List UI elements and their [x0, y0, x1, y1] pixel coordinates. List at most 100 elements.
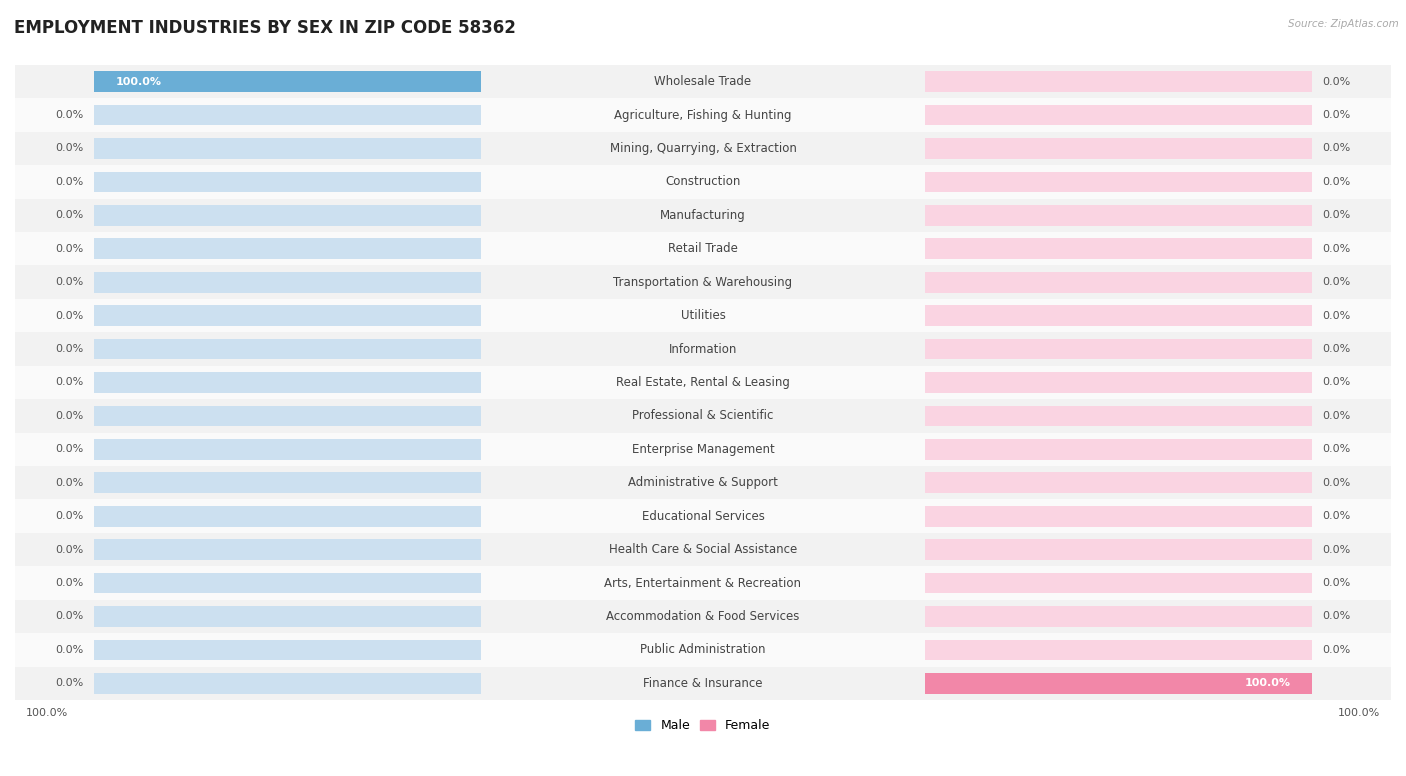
- Text: 0.0%: 0.0%: [1322, 144, 1350, 154]
- Bar: [925, 238, 1312, 259]
- Text: Public Administration: Public Administration: [640, 643, 766, 656]
- Bar: [925, 439, 1312, 459]
- Bar: [94, 372, 481, 393]
- Text: 0.0%: 0.0%: [56, 144, 84, 154]
- Text: 0.0%: 0.0%: [56, 244, 84, 254]
- Text: Educational Services: Educational Services: [641, 510, 765, 523]
- Text: EMPLOYMENT INDUSTRIES BY SEX IN ZIP CODE 58362: EMPLOYMENT INDUSTRIES BY SEX IN ZIP CODE…: [14, 19, 516, 37]
- Bar: [94, 105, 481, 126]
- Bar: [925, 272, 1312, 293]
- Text: Source: ZipAtlas.com: Source: ZipAtlas.com: [1288, 19, 1399, 29]
- Text: 0.0%: 0.0%: [1322, 310, 1350, 320]
- Text: 0.0%: 0.0%: [56, 511, 84, 521]
- Bar: [925, 539, 1312, 560]
- Text: 0.0%: 0.0%: [56, 411, 84, 421]
- Bar: [94, 573, 481, 594]
- Text: 0.0%: 0.0%: [56, 578, 84, 588]
- Bar: [925, 71, 1312, 92]
- Text: 0.0%: 0.0%: [56, 545, 84, 555]
- Bar: [15, 633, 1391, 667]
- Text: 0.0%: 0.0%: [1322, 244, 1350, 254]
- Text: 0.0%: 0.0%: [1322, 511, 1350, 521]
- Text: 0.0%: 0.0%: [56, 177, 84, 187]
- Bar: [15, 365, 1391, 399]
- Text: 0.0%: 0.0%: [1322, 611, 1350, 622]
- Bar: [15, 432, 1391, 466]
- Text: 0.0%: 0.0%: [56, 611, 84, 622]
- Bar: [15, 99, 1391, 132]
- Text: Real Estate, Rental & Leasing: Real Estate, Rental & Leasing: [616, 376, 790, 389]
- Bar: [94, 539, 481, 560]
- Bar: [925, 305, 1312, 326]
- Bar: [15, 165, 1391, 199]
- Bar: [94, 406, 481, 426]
- Text: Administrative & Support: Administrative & Support: [628, 476, 778, 489]
- Bar: [15, 466, 1391, 500]
- Bar: [15, 399, 1391, 432]
- Text: 0.0%: 0.0%: [1322, 177, 1350, 187]
- Bar: [15, 232, 1391, 265]
- Bar: [15, 265, 1391, 299]
- Bar: [94, 272, 481, 293]
- Bar: [15, 132, 1391, 165]
- Bar: [925, 673, 1312, 694]
- Text: Health Care & Social Assistance: Health Care & Social Assistance: [609, 543, 797, 556]
- Text: 0.0%: 0.0%: [56, 445, 84, 454]
- Bar: [925, 105, 1312, 126]
- Bar: [925, 205, 1312, 226]
- Text: 0.0%: 0.0%: [1322, 645, 1350, 655]
- Bar: [15, 667, 1391, 700]
- Text: 0.0%: 0.0%: [56, 344, 84, 354]
- Bar: [925, 372, 1312, 393]
- Text: 100.0%: 100.0%: [1244, 678, 1291, 688]
- Text: 0.0%: 0.0%: [1322, 210, 1350, 220]
- Bar: [15, 600, 1391, 633]
- Bar: [94, 138, 481, 159]
- Text: 0.0%: 0.0%: [56, 478, 84, 488]
- Text: 100.0%: 100.0%: [1339, 708, 1381, 719]
- Text: Arts, Entertainment & Recreation: Arts, Entertainment & Recreation: [605, 577, 801, 590]
- Bar: [15, 533, 1391, 566]
- Text: 0.0%: 0.0%: [1322, 478, 1350, 488]
- Bar: [925, 171, 1312, 192]
- Text: 0.0%: 0.0%: [1322, 344, 1350, 354]
- Text: 0.0%: 0.0%: [1322, 110, 1350, 120]
- Bar: [94, 71, 481, 92]
- Bar: [94, 673, 481, 694]
- Bar: [15, 199, 1391, 232]
- Bar: [94, 305, 481, 326]
- Bar: [94, 439, 481, 459]
- Text: 100.0%: 100.0%: [25, 708, 67, 719]
- Bar: [94, 238, 481, 259]
- Bar: [94, 473, 481, 493]
- Bar: [94, 639, 481, 660]
- Text: 0.0%: 0.0%: [1322, 77, 1350, 87]
- Text: 0.0%: 0.0%: [56, 310, 84, 320]
- Text: Information: Information: [669, 342, 737, 355]
- Bar: [94, 71, 481, 92]
- Text: Transportation & Warehousing: Transportation & Warehousing: [613, 275, 793, 289]
- Text: 0.0%: 0.0%: [1322, 545, 1350, 555]
- Bar: [925, 573, 1312, 594]
- Bar: [925, 639, 1312, 660]
- Bar: [94, 606, 481, 627]
- Text: Retail Trade: Retail Trade: [668, 242, 738, 255]
- Bar: [925, 506, 1312, 527]
- Text: 0.0%: 0.0%: [56, 645, 84, 655]
- Bar: [94, 205, 481, 226]
- Bar: [925, 606, 1312, 627]
- Text: Manufacturing: Manufacturing: [661, 209, 745, 222]
- Text: Utilities: Utilities: [681, 309, 725, 322]
- Text: 0.0%: 0.0%: [56, 277, 84, 287]
- Text: Agriculture, Fishing & Hunting: Agriculture, Fishing & Hunting: [614, 109, 792, 122]
- Text: Mining, Quarrying, & Extraction: Mining, Quarrying, & Extraction: [610, 142, 796, 155]
- Text: 0.0%: 0.0%: [56, 110, 84, 120]
- Bar: [15, 332, 1391, 365]
- Bar: [925, 406, 1312, 426]
- Bar: [94, 171, 481, 192]
- Text: Finance & Insurance: Finance & Insurance: [644, 677, 762, 690]
- Bar: [925, 673, 1312, 694]
- Bar: [94, 506, 481, 527]
- Legend: Male, Female: Male, Female: [636, 719, 770, 733]
- Text: 0.0%: 0.0%: [1322, 277, 1350, 287]
